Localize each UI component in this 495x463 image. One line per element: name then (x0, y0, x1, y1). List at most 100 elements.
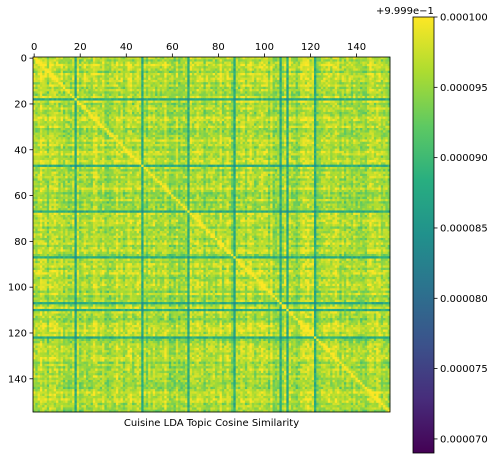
heatmap-cell (323, 78, 326, 81)
heatmap-cell (266, 68, 269, 71)
heatmap-cell (162, 73, 165, 76)
heatmap-cell (169, 68, 172, 71)
heatmap-cell (88, 71, 91, 74)
heatmap-cell (231, 66, 234, 69)
heatmap-cell (123, 59, 126, 62)
heatmap-cell (58, 80, 61, 83)
heatmap-cell (330, 78, 333, 81)
heatmap-cell (268, 78, 271, 81)
heatmap-cell (226, 64, 229, 67)
heatmap-cell (199, 71, 202, 74)
heatmap-cell (47, 64, 50, 67)
heatmap-cell (134, 62, 137, 65)
heatmap-cell (104, 66, 107, 69)
heatmap-cell (330, 80, 333, 83)
heatmap-cell (224, 71, 227, 74)
heatmap-cell (146, 78, 149, 81)
heatmap-cell (316, 80, 319, 83)
heatmap-cell (289, 59, 292, 62)
heatmap-cell (305, 68, 308, 71)
heatmap-cell (153, 78, 156, 81)
heatmap-cell (150, 62, 153, 65)
heatmap-cell (68, 66, 71, 69)
heatmap-cell (167, 66, 170, 69)
heatmap-cell (95, 62, 98, 65)
heatmap-cell (273, 59, 276, 62)
heatmap-cell (344, 62, 347, 65)
heatmap-cell (144, 71, 147, 74)
heatmap-cell (127, 78, 130, 81)
heatmap-cell (369, 68, 372, 71)
heatmap-cell (93, 78, 96, 81)
heatmap-cell (190, 71, 193, 74)
heatmap-cell (252, 68, 255, 71)
heatmap-cell (305, 73, 308, 76)
heatmap-cell (312, 73, 315, 76)
heatmap-cell (74, 66, 77, 69)
heatmap-cell (40, 82, 43, 85)
heatmap-cell (93, 80, 96, 83)
heatmap-cell (56, 66, 59, 69)
heatmap-cell (51, 78, 54, 81)
heatmap-cell (282, 64, 285, 67)
heatmap-cell (79, 75, 82, 78)
heatmap-cell (323, 62, 326, 65)
heatmap-cell (63, 59, 66, 62)
heatmap-cell (121, 73, 124, 76)
heatmap-cell (65, 71, 68, 74)
heatmap-cell (97, 80, 100, 83)
heatmap-cell (376, 64, 379, 67)
heatmap-cell (220, 80, 223, 83)
heatmap-cell (383, 80, 386, 83)
heatmap-cell (139, 78, 142, 81)
heatmap-cell (358, 71, 361, 74)
heatmap-cell (365, 71, 368, 74)
heatmap-cell (35, 80, 38, 83)
heatmap-cell (213, 68, 216, 71)
heatmap-cell (226, 73, 229, 76)
heatmap-cell (314, 66, 317, 69)
heatmap-cell (45, 71, 48, 74)
heatmap-cell (259, 78, 262, 81)
heatmap-cell (314, 71, 317, 74)
heatmap-cell (68, 73, 71, 76)
heatmap-cell (360, 64, 363, 67)
heatmap-cell (215, 80, 218, 83)
heatmap-cell (183, 78, 186, 81)
heatmap-cell (61, 59, 64, 62)
heatmap-cell (321, 66, 324, 69)
heatmap-cell (346, 80, 349, 83)
heatmap-cell (231, 71, 234, 74)
heatmap-cell (144, 80, 147, 83)
heatmap-cell (164, 78, 167, 81)
heatmap-cell (79, 66, 82, 69)
heatmap-cell (201, 78, 204, 81)
heatmap-cell (176, 62, 179, 65)
heatmap-cell (134, 75, 137, 78)
heatmap-cell (238, 66, 241, 69)
heatmap-cell (206, 73, 209, 76)
heatmap-cell (378, 62, 381, 65)
heatmap-cell (224, 66, 227, 69)
heatmap-cell (309, 75, 312, 78)
heatmap-cell (302, 78, 305, 81)
heatmap-cell (91, 82, 94, 85)
heatmap-cell (100, 78, 103, 81)
heatmap-cell (208, 62, 211, 65)
heatmap-cell (93, 82, 96, 85)
heatmap-cell (127, 71, 130, 74)
heatmap-cell (289, 64, 292, 67)
heatmap-cell (330, 59, 333, 62)
heatmap-cell (263, 66, 266, 69)
heatmap-cell (35, 66, 38, 69)
heatmap-cell (116, 64, 119, 67)
heatmap-cell (337, 71, 340, 74)
heatmap-cell (332, 78, 335, 81)
heatmap-cell (229, 75, 232, 78)
heatmap-cell (47, 80, 50, 83)
heatmap-cell (102, 66, 105, 69)
heatmap-cell (132, 73, 135, 76)
heatmap-cell (256, 78, 259, 81)
heatmap-cell (47, 78, 50, 81)
